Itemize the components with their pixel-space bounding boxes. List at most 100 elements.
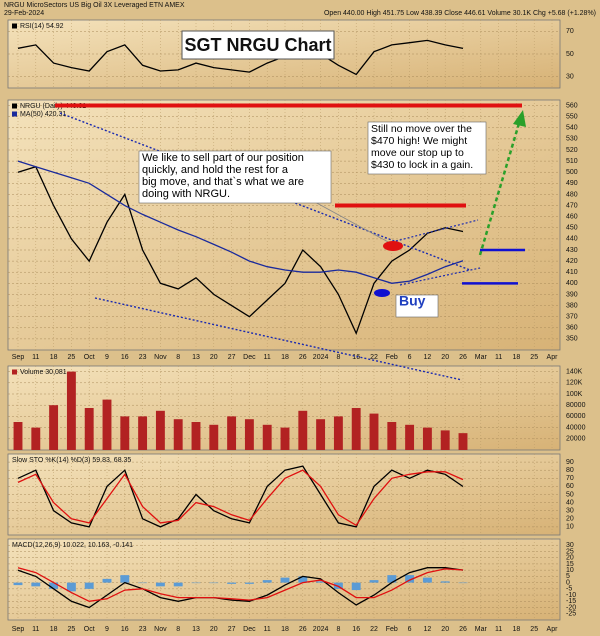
y-tick-label: 390: [566, 291, 578, 298]
x-tick-label: Feb: [386, 354, 398, 361]
y-tick-label: 20000: [566, 436, 586, 443]
x-tick-label: Apr: [547, 354, 559, 361]
bar: [66, 582, 76, 592]
y-tick-label: 60: [566, 483, 574, 490]
bar: [173, 582, 183, 587]
x-tick-label: Mar: [475, 626, 488, 633]
series-line: [17, 465, 464, 528]
bar: [280, 427, 290, 450]
x-tick-label: 23: [139, 354, 147, 361]
x-tick-label: 8: [176, 354, 180, 361]
series-line: [17, 567, 464, 602]
annotation-box: [367, 121, 487, 175]
y-tick-label: 400: [566, 280, 578, 287]
legend-label: MA(50) 420.31: [20, 111, 66, 118]
trend-line: [391, 219, 479, 243]
sell-marker: [383, 241, 403, 251]
y-tick-label: 360: [566, 325, 578, 332]
bar: [422, 427, 432, 450]
y-tick-label: 20: [566, 555, 574, 562]
x-tick-label: 11: [264, 354, 271, 361]
annotation-text: quickly, and hold the rest for a: [142, 164, 289, 176]
x-tick-label: 25: [530, 354, 538, 361]
bar: [262, 424, 272, 450]
bar: [298, 576, 308, 583]
trend-line: [94, 297, 463, 381]
x-tick-label: 2024: [313, 354, 329, 361]
legend-swatch: [12, 103, 17, 109]
annotation-text: Still no move over the: [371, 123, 472, 135]
bar: [440, 581, 450, 583]
legend-swatch: [12, 111, 17, 117]
bar: [31, 582, 41, 587]
x-tick-label: 18: [513, 626, 521, 633]
y-tick-label: 30: [566, 508, 574, 515]
y-tick-label: 510: [566, 158, 578, 165]
x-tick-label: 20: [441, 626, 449, 633]
x-tick-label: 26: [459, 354, 467, 361]
y-tick-label: 420: [566, 258, 578, 265]
annotation-text: Buy: [399, 293, 426, 309]
series-line: [17, 165, 464, 336]
x-tick-label: 16: [121, 626, 129, 633]
y-tick-label: 30: [566, 542, 574, 549]
x-tick-label: Sep: [12, 626, 25, 633]
bar: [191, 422, 201, 450]
x-tick-label: 26: [459, 626, 467, 633]
x-tick-label: 16: [352, 626, 360, 633]
y-tick-label: 350: [566, 336, 578, 343]
y-tick-label: 30: [566, 74, 574, 81]
y-tick-label: 10: [566, 567, 574, 574]
bar: [405, 424, 415, 450]
x-tick-label: 9: [105, 354, 109, 361]
y-tick-label: 470: [566, 202, 578, 209]
y-tick-label: 450: [566, 225, 578, 232]
bar: [387, 575, 397, 583]
bar: [227, 416, 237, 450]
chart-title: SGT NRGU Chart: [184, 35, 331, 55]
bar: [369, 580, 379, 583]
x-tick-label: 25: [68, 626, 76, 633]
x-tick-label: Dec: [243, 626, 256, 633]
x-tick-label: Oct: [84, 354, 95, 361]
y-tick-label: 10: [566, 524, 574, 531]
x-tick-label: Apr: [547, 626, 559, 633]
annotation-box: [395, 294, 439, 318]
bar: [209, 424, 219, 450]
x-tick-label: Dec: [243, 354, 256, 361]
legend-label: RSI(14) 54.92: [20, 23, 64, 30]
buy-marker: [374, 289, 390, 297]
bar: [316, 581, 326, 583]
bar: [316, 419, 326, 450]
bar: [458, 582, 468, 584]
x-tick-label: Oct: [84, 626, 95, 633]
y-tick-label: 520: [566, 147, 578, 154]
y-tick-label: 550: [566, 114, 578, 121]
projection-arrow-head: [513, 110, 526, 127]
annotation-text: big move, and that`s what we are: [142, 176, 304, 188]
x-tick-label: 9: [105, 626, 109, 633]
bar: [155, 582, 165, 587]
x-tick-label: Nov: [154, 354, 167, 361]
x-tick-label: 6: [408, 354, 412, 361]
x-tick-label: 27: [228, 354, 236, 361]
y-tick-label: 100K: [566, 391, 583, 398]
y-tick-label: 490: [566, 180, 578, 187]
legend-swatch: [12, 369, 17, 375]
y-tick-label: 25: [566, 548, 574, 555]
bar: [458, 433, 468, 450]
y-tick-label: 15: [566, 561, 574, 568]
x-tick-label: 13: [192, 354, 200, 361]
bar: [422, 577, 432, 583]
y-tick-label: 40000: [566, 424, 586, 431]
y-tick-label: 380: [566, 302, 578, 309]
x-tick-label: 27: [228, 626, 236, 633]
x-tick-label: 11: [32, 626, 39, 633]
bar: [280, 577, 290, 583]
annotation-text: doing with NRGU.: [142, 188, 230, 200]
annotation-box: [138, 150, 332, 204]
y-tick-label: 70: [566, 475, 574, 482]
